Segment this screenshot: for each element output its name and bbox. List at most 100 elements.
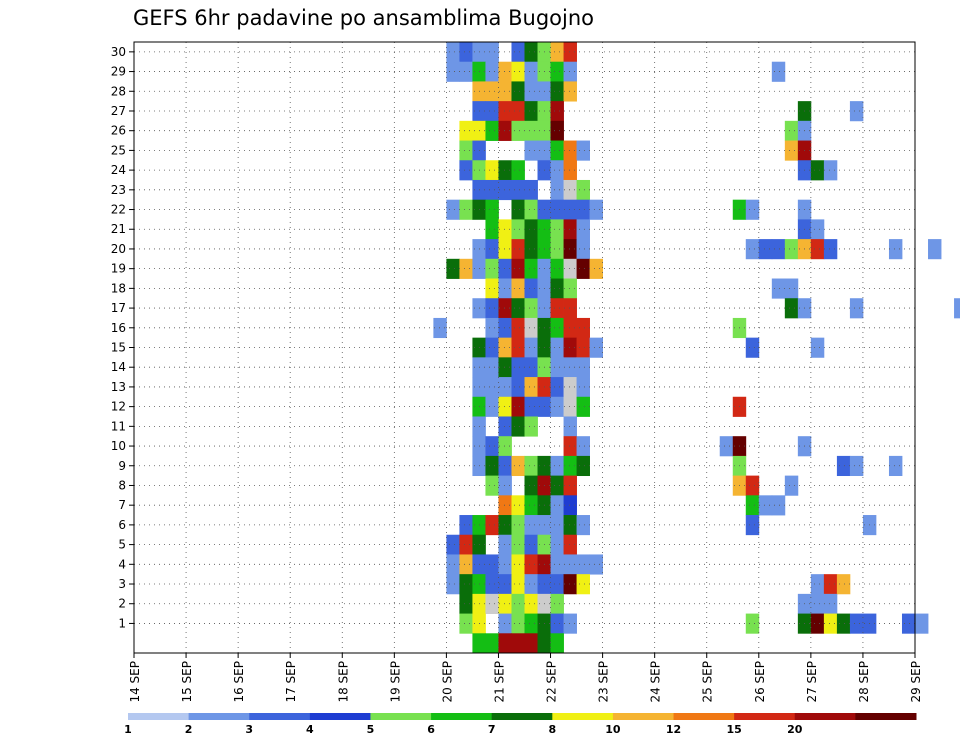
heatmap-cell bbox=[849, 455, 864, 477]
heatmap-cell bbox=[511, 239, 525, 260]
heatmap-cell bbox=[511, 278, 525, 299]
heatmap-cell bbox=[511, 593, 525, 614]
legend-level-label: 5 bbox=[367, 723, 375, 736]
legend-swatch bbox=[794, 713, 856, 720]
heatmap-cell bbox=[563, 613, 577, 634]
heatmap-cell bbox=[563, 475, 577, 496]
heatmap-cell bbox=[836, 574, 851, 595]
heatmap-cell bbox=[550, 455, 564, 477]
heatmap-cell bbox=[563, 81, 577, 102]
y-tick-label: 3 bbox=[118, 577, 126, 591]
heatmap-cell bbox=[576, 179, 590, 201]
heatmap-cell bbox=[550, 357, 564, 378]
heatmap-cell bbox=[576, 377, 590, 398]
legend-swatch bbox=[370, 713, 432, 720]
heatmap-cell bbox=[498, 101, 512, 122]
heatmap-cell bbox=[888, 239, 903, 260]
y-tick-label: 26 bbox=[111, 124, 126, 138]
x-tick-label: 21 SEP bbox=[492, 661, 506, 703]
y-tick-label: 28 bbox=[111, 84, 126, 98]
heatmap-cell bbox=[524, 613, 538, 634]
legend-swatch bbox=[188, 713, 250, 720]
heatmap-cell bbox=[563, 239, 577, 260]
y-tick-label: 22 bbox=[111, 203, 126, 217]
heatmap-cell bbox=[485, 81, 499, 102]
heatmap-cell bbox=[745, 239, 760, 260]
heatmap-cell bbox=[485, 377, 499, 398]
heatmap-cell bbox=[550, 199, 564, 220]
heatmap-cell bbox=[524, 101, 538, 122]
legend-swatch bbox=[612, 713, 675, 720]
heatmap-cell bbox=[498, 475, 512, 496]
heatmap-cell bbox=[550, 396, 564, 417]
heatmap-cell bbox=[550, 42, 564, 63]
heatmap-cell bbox=[576, 140, 590, 161]
y-tick-label: 29 bbox=[111, 65, 126, 79]
heatmap-cell bbox=[524, 455, 538, 477]
heatmap-cell bbox=[511, 416, 525, 437]
heatmap-cell bbox=[524, 317, 538, 339]
heatmap-cell bbox=[511, 515, 525, 536]
heatmap-cell bbox=[498, 515, 512, 536]
heatmap-cell bbox=[550, 475, 564, 496]
heatmap-cell bbox=[563, 61, 577, 82]
x-tick-label: 19 SEP bbox=[388, 661, 402, 703]
heatmap-cell bbox=[550, 101, 564, 122]
heatmap-cell bbox=[589, 337, 603, 358]
heatmap-cell bbox=[563, 416, 577, 437]
y-tick-label: 25 bbox=[111, 143, 126, 157]
heatmap-cell bbox=[511, 633, 525, 654]
heatmap-cell bbox=[771, 278, 786, 299]
heatmap-cell bbox=[576, 554, 590, 575]
heatmap-cell bbox=[498, 120, 512, 141]
heatmap-cell bbox=[446, 534, 460, 555]
heatmap-cell bbox=[849, 298, 864, 319]
heatmap-cell bbox=[563, 396, 577, 417]
heatmap-cell bbox=[511, 495, 525, 516]
heatmap-cell bbox=[498, 495, 512, 516]
heatmap-cell bbox=[550, 574, 564, 595]
heatmap-cell bbox=[485, 436, 499, 457]
y-tick-label: 11 bbox=[111, 419, 126, 433]
x-tick-label: 14 SEP bbox=[128, 661, 142, 703]
heatmap-cell bbox=[498, 298, 512, 319]
heatmap-cell bbox=[563, 455, 577, 477]
heatmap-cell bbox=[901, 613, 916, 634]
heatmap-cell bbox=[550, 298, 564, 319]
heatmap-cell bbox=[563, 436, 577, 457]
legend-swatch bbox=[249, 713, 311, 720]
heatmap-cell bbox=[810, 613, 825, 634]
heatmap-cell bbox=[550, 633, 564, 654]
y-tick-label: 13 bbox=[111, 380, 126, 394]
heatmap-cell bbox=[524, 574, 538, 595]
heatmap-cell bbox=[524, 377, 538, 398]
heatmap-cell bbox=[485, 574, 499, 595]
heatmap-cell bbox=[485, 357, 499, 378]
heatmap-cell bbox=[576, 396, 590, 417]
heatmap-cell bbox=[524, 239, 538, 260]
heatmap-cell bbox=[563, 337, 577, 358]
heatmap-cell bbox=[485, 298, 499, 319]
heatmap-cell bbox=[511, 455, 525, 477]
heatmap-cell bbox=[576, 515, 590, 536]
heatmap-cell bbox=[524, 396, 538, 417]
heatmap-cell bbox=[563, 42, 577, 63]
x-tick-label: 22 SEP bbox=[545, 661, 559, 703]
y-tick-label: 14 bbox=[111, 360, 126, 374]
heatmap-cell bbox=[823, 574, 838, 595]
heatmap-cell bbox=[459, 554, 473, 575]
heatmap-cell bbox=[550, 81, 564, 102]
heatmap-cell bbox=[745, 199, 760, 220]
heatmap-cell bbox=[524, 495, 538, 516]
heatmap-cell bbox=[758, 239, 773, 260]
heatmap-cell bbox=[550, 515, 564, 536]
heatmap-cell bbox=[524, 416, 538, 437]
heatmap-cell bbox=[576, 574, 590, 595]
heatmap-cell bbox=[485, 120, 499, 141]
heatmap-cell bbox=[745, 613, 760, 634]
heatmap-cell bbox=[563, 495, 577, 516]
y-tick-label: 6 bbox=[118, 518, 126, 532]
heatmap-cell bbox=[446, 574, 460, 595]
heatmap-cell bbox=[485, 633, 499, 654]
heatmap-cell bbox=[810, 574, 825, 595]
